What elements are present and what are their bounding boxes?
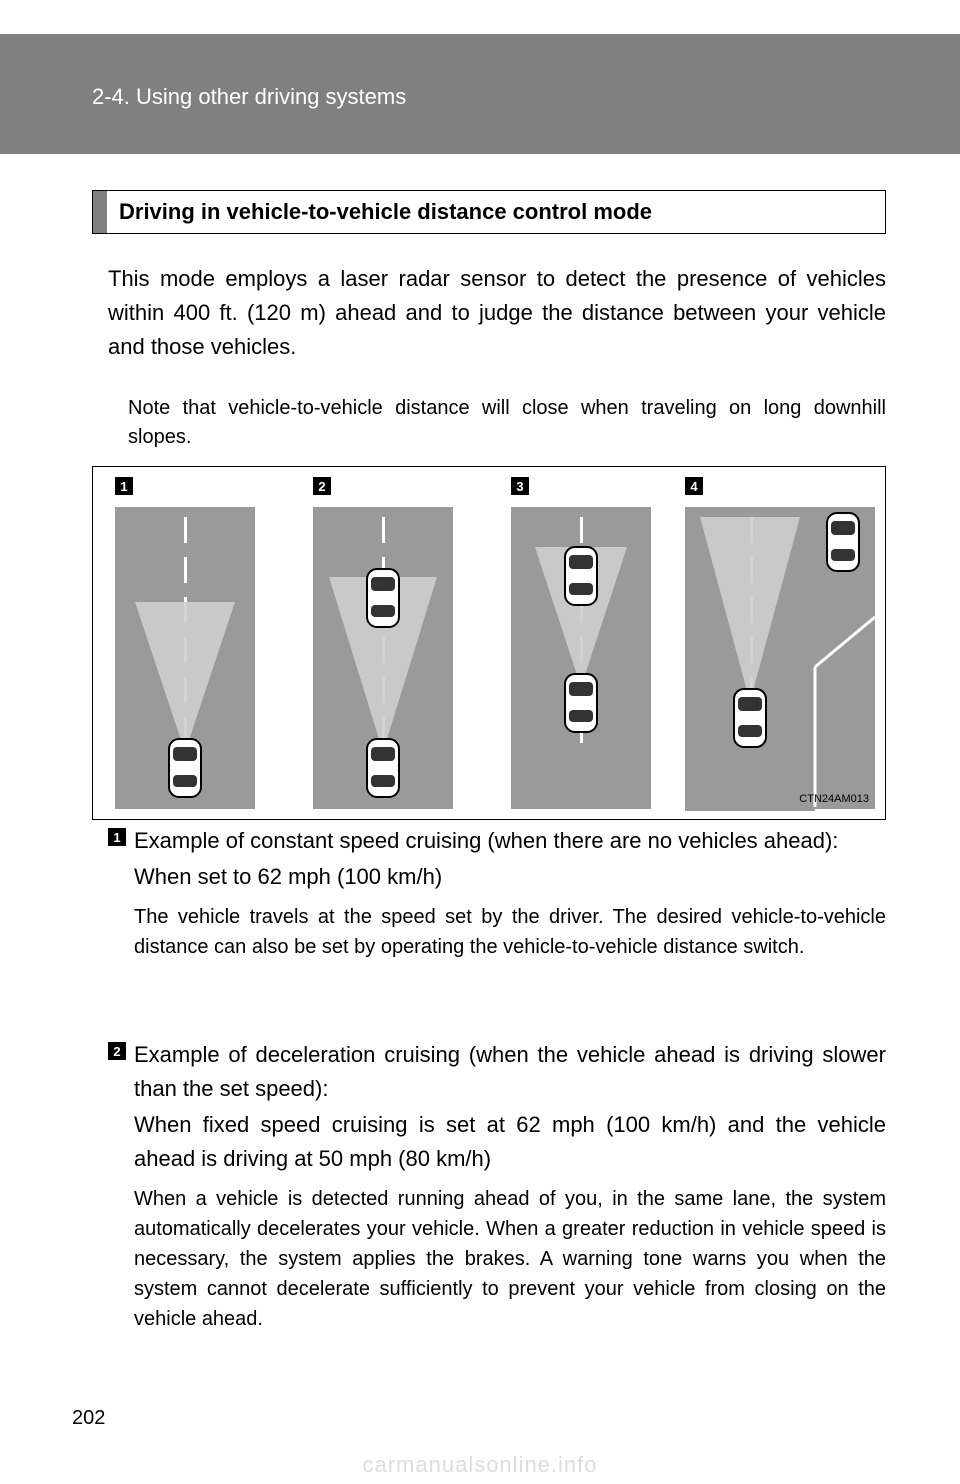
item-number-2: 2 <box>108 1042 126 1060</box>
item-block-1: 1 Example of constant speed cruising (wh… <box>108 824 886 962</box>
road-panel-3 <box>511 507 651 809</box>
merging-vehicle-icon <box>825 511 861 573</box>
lead-vehicle-icon <box>365 567 401 629</box>
item-detail-2: When a vehicle is detected running ahead… <box>134 1184 886 1334</box>
diagram-marker-1: 1 <box>115 477 133 495</box>
diagram-marker-3: 3 <box>511 477 529 495</box>
own-vehicle-icon <box>167 737 203 799</box>
item-lead-2: Example of deceleration cruising (when t… <box>134 1038 886 1106</box>
lead-vehicle-icon <box>563 545 599 607</box>
item-sub-2: When fixed speed cruising is set at 62 m… <box>134 1108 886 1176</box>
item-number-1: 1 <box>108 828 126 846</box>
diagram-marker-4: 4 <box>685 477 703 495</box>
header-section-text: 2-4. Using other driving systems <box>92 84 406 110</box>
item-block-2: 2 Example of deceleration cruising (when… <box>108 1038 886 1334</box>
road-panel-2 <box>313 507 453 809</box>
header-bar: 2-4. Using other driving systems <box>0 34 960 154</box>
item-lead-1: Example of constant speed cruising (when… <box>134 824 886 858</box>
manual-page: 2-4. Using other driving systems Driving… <box>0 0 960 1484</box>
intro-paragraph: This mode employs a laser radar sensor t… <box>108 262 886 364</box>
road-panel-4 <box>685 507 875 809</box>
note-paragraph: Note that vehicle-to-vehicle distance wi… <box>128 394 886 452</box>
road-panel-1 <box>115 507 255 809</box>
own-vehicle-icon <box>732 687 768 749</box>
item-detail-1: The vehicle travels at the speed set by … <box>134 902 886 962</box>
own-vehicle-icon <box>563 672 599 734</box>
diagram-code: CTN24AM013 <box>799 793 869 805</box>
section-title-tab <box>93 191 107 233</box>
own-vehicle-icon <box>365 737 401 799</box>
page-number: 202 <box>72 1407 105 1430</box>
watermark-text: carmanualsonline.info <box>0 1452 960 1478</box>
diagram-marker-2: 2 <box>313 477 331 495</box>
diagram-frame: 1 2 3 4 <box>92 466 886 820</box>
section-title-text: Driving in vehicle-to-vehicle distance c… <box>119 199 652 225</box>
diagram-inner: 1 2 3 4 <box>103 477 875 809</box>
item-sub-1: When set to 62 mph (100 km/h) <box>134 860 886 894</box>
section-title-box: Driving in vehicle-to-vehicle distance c… <box>92 190 886 234</box>
